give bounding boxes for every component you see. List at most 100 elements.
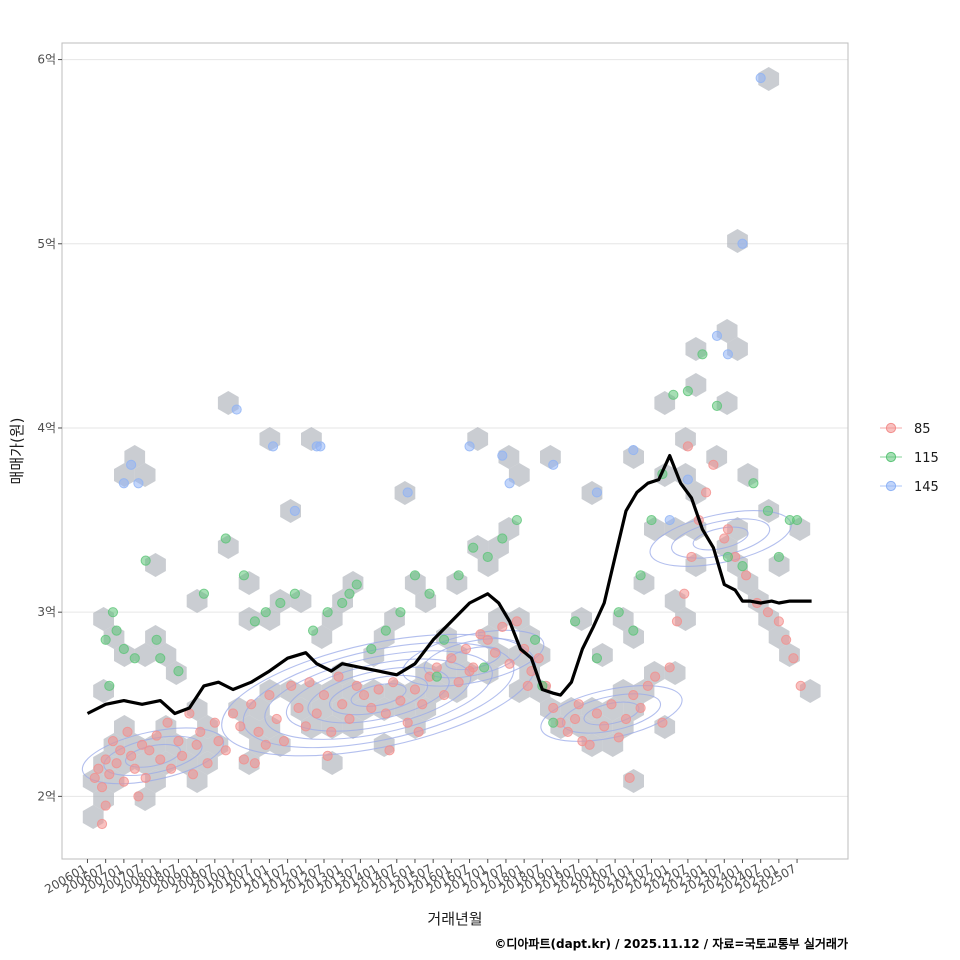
point-85: [569, 713, 581, 725]
point-85: [115, 745, 126, 756]
point-85: [166, 763, 177, 774]
point-85: [489, 647, 501, 658]
point-115: [453, 570, 464, 581]
point-85: [351, 680, 362, 691]
point-85: [278, 736, 290, 747]
point-145: [267, 441, 279, 452]
point-145: [737, 238, 748, 249]
point-115: [548, 717, 559, 728]
density-contour: [692, 526, 749, 551]
point-115: [337, 597, 348, 609]
point-85: [380, 708, 391, 719]
point-85: [460, 643, 472, 655]
point-85: [100, 800, 111, 811]
point-85: [533, 653, 544, 664]
density-contour: [402, 629, 545, 687]
point-85: [613, 732, 624, 743]
point-85: [650, 671, 661, 682]
hex-bin: [477, 553, 499, 577]
point-85: [413, 726, 424, 738]
point-115: [668, 389, 679, 400]
point-85: [96, 782, 108, 793]
point-145: [126, 459, 137, 470]
y-tick-label: 5억: [37, 237, 56, 251]
caption: ©디아파트(dapt.kr) / 2025.11.12 / 자료=국토교통부 실…: [494, 936, 848, 951]
point-85: [453, 677, 464, 688]
point-115: [497, 533, 508, 544]
point-115: [322, 607, 333, 618]
point-145: [133, 478, 144, 489]
point-85: [388, 677, 399, 688]
point-115: [140, 555, 151, 566]
point-145: [231, 404, 242, 415]
point-85: [700, 487, 712, 498]
hex-bin: [768, 553, 790, 577]
point-115: [238, 570, 250, 581]
point-85: [271, 713, 282, 725]
point-85: [573, 699, 584, 710]
point-115: [737, 561, 748, 572]
point-85: [795, 680, 806, 691]
point-115: [111, 625, 122, 636]
point-85: [318, 689, 330, 701]
point-85: [96, 818, 108, 830]
point-115: [613, 607, 624, 618]
point-85: [322, 750, 333, 761]
point-85: [373, 684, 384, 695]
point-115: [468, 542, 479, 553]
point-85: [562, 726, 573, 738]
point-85: [511, 616, 522, 627]
point-115: [635, 570, 646, 581]
point-85: [679, 588, 690, 599]
point-115: [249, 616, 260, 627]
point-115: [682, 386, 693, 397]
point-115: [529, 634, 541, 645]
point-115: [748, 478, 759, 489]
point-115: [155, 653, 166, 664]
point-85: [220, 745, 231, 756]
point-85: [366, 702, 377, 714]
point-85: [293, 702, 304, 714]
point-85: [191, 739, 202, 750]
point-85: [358, 689, 370, 701]
point-85: [176, 750, 188, 761]
point-115: [118, 643, 129, 655]
moving-average-line: [86, 454, 812, 716]
point-85: [326, 726, 337, 738]
point-85: [741, 570, 752, 581]
point-85: [140, 772, 151, 784]
point-85: [664, 662, 675, 673]
point-115: [773, 551, 784, 563]
point-85: [475, 629, 486, 640]
point-115: [151, 634, 162, 645]
point-115: [479, 662, 490, 673]
point-85: [118, 776, 129, 787]
point-85: [504, 658, 515, 669]
point-115: [198, 588, 210, 599]
point-85: [202, 758, 213, 769]
point-85: [93, 763, 104, 774]
point-85: [344, 713, 355, 725]
hex-bin: [612, 679, 634, 703]
point-85: [409, 684, 421, 695]
hex-bin: [301, 715, 322, 739]
point-85: [624, 772, 635, 784]
point-85: [136, 739, 148, 750]
point-85: [671, 616, 683, 627]
point-85: [773, 616, 784, 627]
point-85: [126, 750, 137, 761]
point-85: [708, 459, 719, 470]
point-85: [635, 702, 646, 714]
point-85: [337, 699, 348, 710]
y-tick-label: 6억: [37, 53, 56, 67]
legend-label: 85: [914, 422, 931, 437]
point-85: [260, 739, 271, 750]
point-85: [209, 717, 220, 728]
point-115: [409, 570, 421, 581]
point-145: [315, 441, 326, 452]
legend-label: 145: [914, 480, 939, 495]
y-tick-label: 4억: [37, 421, 56, 435]
point-115: [275, 597, 286, 609]
point-85: [155, 754, 166, 765]
point-85: [311, 708, 322, 719]
